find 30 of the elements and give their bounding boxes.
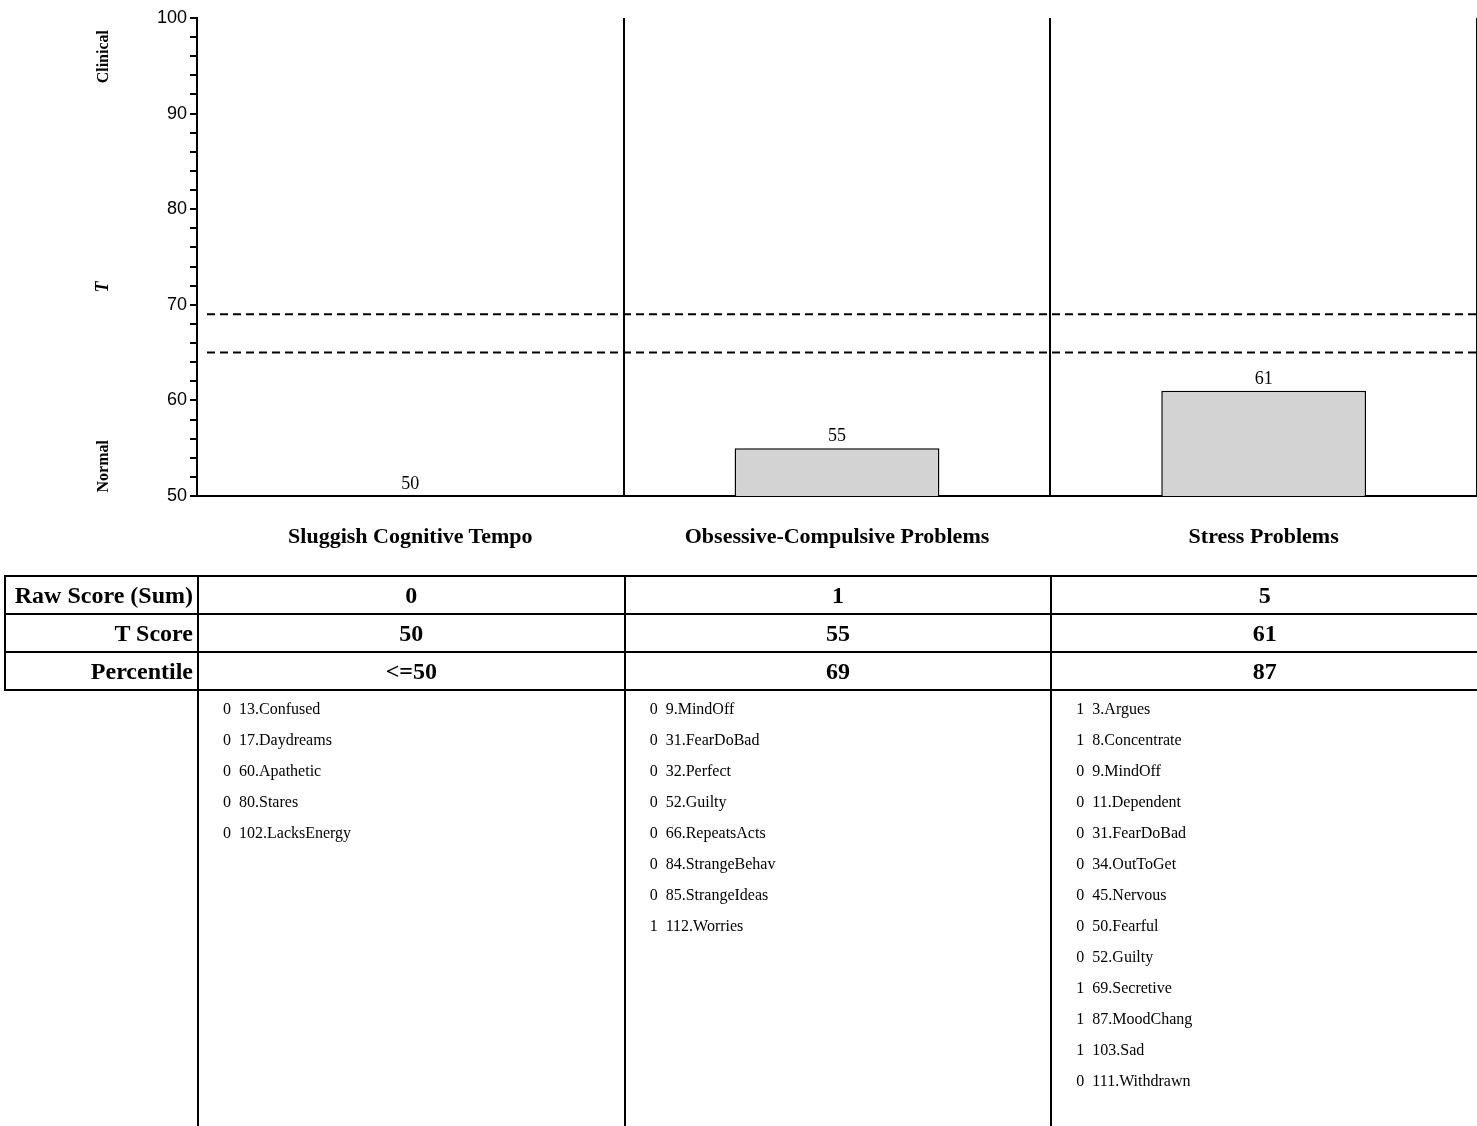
text: 0 9.MindOff 0 31.FearDoBad 0 32.Perfect 0 52.Guilty 0 66.RepeatsActs 0 84.StrangeBehav 0 85.StrangeIdeas 1 112.Worries [649,699,776,936]
y-axis-title: T [91,280,112,293]
data-label: 61 [1050,613,1477,653]
text: 0 [197,575,626,615]
annotation: 50 [401,472,420,493]
text: T Score [4,613,199,653]
y-tick-label: 60 [166,389,187,410]
data-label: 55 [623,613,1053,653]
text: 69 [623,651,1053,691]
text: Percentile [4,651,199,691]
text: 5 [1050,575,1477,615]
y-tick-label: 100 [156,6,187,27]
text: <=50 [197,651,626,691]
x-tick-label: Obsessive-Compulsive Problems [684,522,990,548]
x-tick-label: Sluggish Cognitive Tempo [288,522,533,548]
text: 1 [623,575,1053,615]
text: Clinical [94,30,112,84]
text: 0 13.Confused 0 17.Daydreams 0 60.Apathetic 0 80.Stares 0 102.LacksEnergy [223,699,352,844]
text: Normal [94,439,112,492]
y-tick-label: 50 [166,484,187,505]
annotation: 55 [828,424,846,445]
x-tick-label: Stress Problems [1188,522,1340,548]
y-tick-label: 80 [166,198,187,219]
text: 87 [1050,651,1477,691]
text: Raw Score (Sum) [4,575,199,615]
annotation: 61 [1254,367,1273,388]
y-tick-label: 70 [166,293,187,314]
y-tick-label: 90 [166,102,187,123]
text: 1 3.Argues 1 8.Concentrate 0 9.MindOff 0 11.Dependent 0 31.FearDoBad 0 34.OutToGet 0 45.Nervous 0 50.Fearful 0 52.Guilty 1 69.Secretive 1 87.MoodChang 1 103.Sad 0 111.Withdrawn [1076,700,1193,1089]
data-label: 50 [197,613,626,653]
